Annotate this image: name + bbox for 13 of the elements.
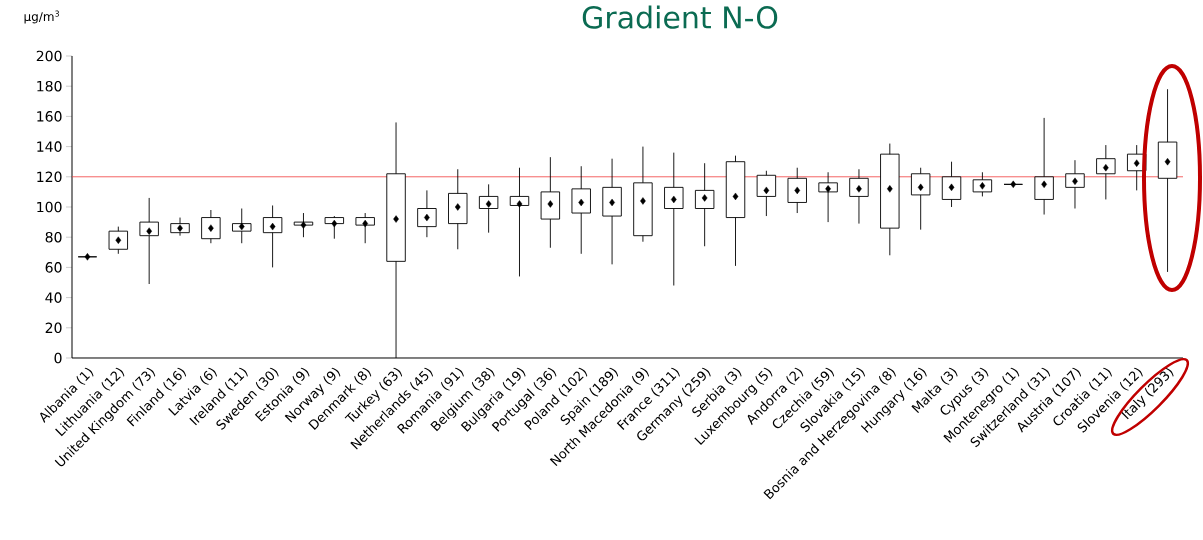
y-tick-label: 0 (54, 352, 62, 364)
chart-title: Gradient N-O (582, 5, 778, 29)
y-tick-label: 200 (36, 50, 62, 62)
y-tick-label: 180 (37, 80, 62, 92)
y-tick-label: 100 (37, 201, 62, 213)
y-tick-label: 140 (37, 141, 62, 152)
y-tick-label: 160 (37, 111, 62, 122)
y-axis-title: µg/m$^{3}$ (24, 10, 59, 24)
y-tick-label: 40 (45, 292, 62, 303)
y-tick-label: 60 (45, 262, 62, 273)
y-tick-label: 120 (37, 171, 62, 183)
y-tick-label: 80 (45, 231, 62, 243)
y-tick-label: 20 (45, 322, 62, 334)
